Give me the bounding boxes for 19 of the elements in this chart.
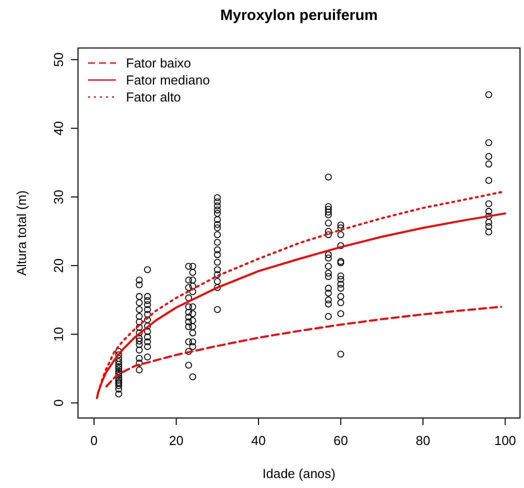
y-tick-label: 50 [51,52,66,67]
line-series [105,306,502,388]
x-tick-label: 60 [334,433,348,448]
legend-label: Fator mediano [126,72,210,88]
x-tick-label: 0 [90,433,98,448]
chart-title: Myroxylon peruiferum [220,7,378,24]
x-tick-label: 40 [251,433,266,448]
y-axis-title: Altura total (m) [14,190,29,276]
legend-label: Fator baixo [126,56,192,70]
legend-label: Fator alto [126,90,181,104]
y-tick-label: 30 [51,190,66,204]
x-tick-label: 100 [494,433,516,448]
x-tick-label: 80 [416,433,430,448]
y-tick-label: 0 [51,399,66,407]
y-tick-label: 40 [51,121,66,136]
y-tick-label: 20 [51,258,66,273]
x-axis-title: Idade (anos) [262,466,336,481]
x-tick-label: 20 [169,433,184,448]
y-tick-label: 10 [51,327,66,342]
